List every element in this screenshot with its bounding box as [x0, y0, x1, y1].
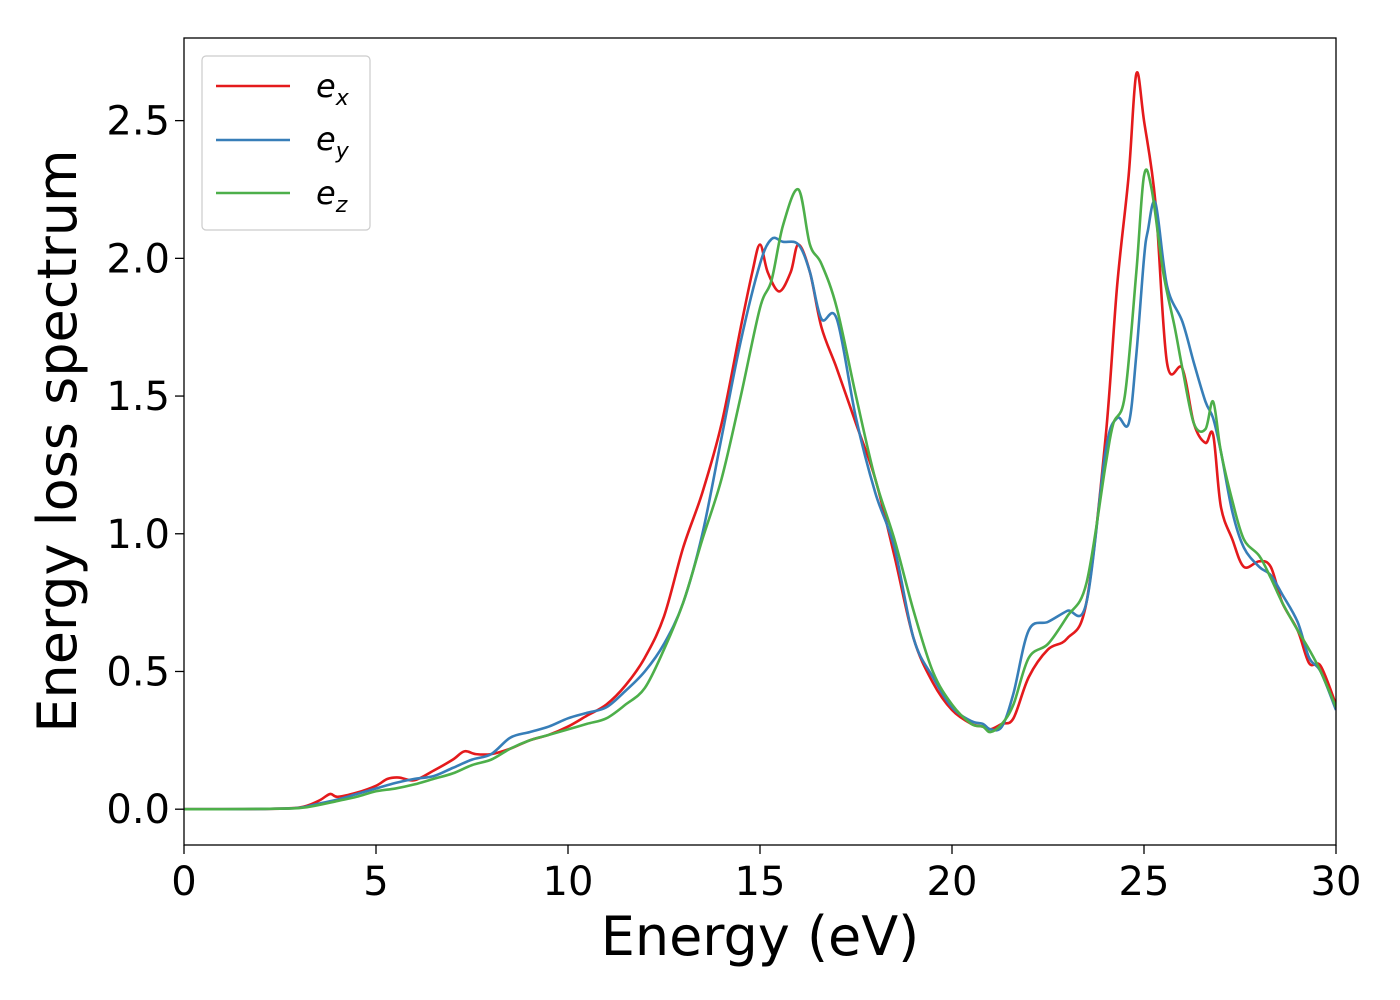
x-tick-label: 20	[927, 859, 978, 905]
series-line-y	[184, 200, 1336, 811]
legend-label-ex: ex	[316, 67, 350, 111]
x-tick-label: 15	[735, 859, 786, 905]
legend: ex ey ez	[201, 55, 371, 231]
series-line-z	[184, 168, 1336, 811]
x-tick-label: 0	[171, 859, 196, 905]
legend-box	[201, 55, 371, 231]
y-tick-label: 0.0	[106, 787, 170, 833]
y-tick-label: 1.5	[106, 374, 170, 420]
x-tick-label: 10	[543, 859, 594, 905]
y-tick-label: 2.0	[106, 236, 170, 282]
x-tick-label: 30	[1311, 859, 1362, 905]
series-layer	[184, 70, 1336, 811]
x-tick-label: 25	[1119, 859, 1170, 905]
legend-label-ez: ez	[316, 174, 348, 218]
y-axis-title: Energy loss spectrum	[26, 149, 89, 732]
x-tick-label: 5	[363, 859, 388, 905]
y-tick-label: 2.5	[106, 99, 170, 145]
y-tick-label: 1.0	[106, 512, 170, 558]
legend-label-ey: ey	[316, 120, 350, 164]
y-axis: 0.0 0.5 1.0 1.5 2.0 2.5	[106, 99, 184, 833]
x-axis: 0 5 10 15 20 25 30	[171, 845, 1361, 905]
x-axis-title: Energy (eV)	[601, 905, 920, 968]
y-tick-label: 0.5	[106, 649, 170, 695]
